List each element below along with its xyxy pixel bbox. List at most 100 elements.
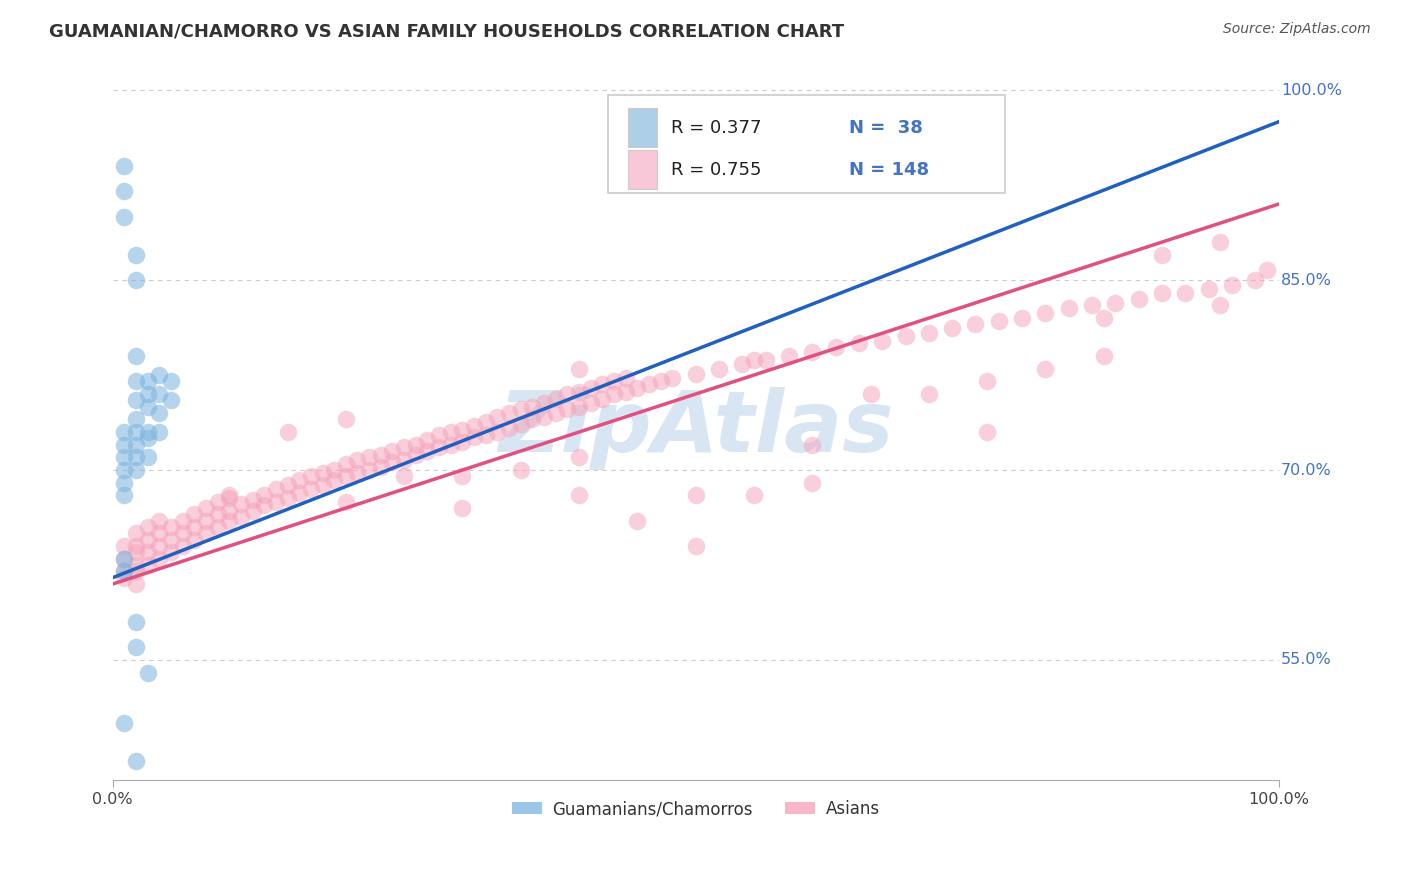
Point bbox=[451, 423, 474, 437]
Point bbox=[136, 375, 159, 389]
Point bbox=[987, 313, 1010, 327]
Point bbox=[194, 514, 217, 528]
Point bbox=[253, 499, 276, 513]
Text: 100.0%: 100.0% bbox=[1281, 83, 1341, 97]
Point bbox=[172, 514, 194, 528]
Point bbox=[918, 326, 941, 341]
Point bbox=[125, 526, 148, 541]
Point bbox=[801, 438, 824, 452]
Point bbox=[1256, 263, 1278, 277]
Point bbox=[346, 453, 368, 467]
Point bbox=[1209, 235, 1232, 249]
Point bbox=[148, 406, 170, 420]
Point bbox=[112, 210, 135, 224]
Point bbox=[242, 493, 264, 508]
Point bbox=[112, 159, 135, 173]
Point bbox=[125, 577, 148, 591]
Point bbox=[299, 469, 322, 483]
Point bbox=[870, 334, 893, 348]
Point bbox=[427, 440, 450, 454]
Point bbox=[685, 539, 707, 553]
Point bbox=[136, 400, 159, 414]
Point bbox=[136, 425, 159, 439]
Point bbox=[824, 340, 846, 354]
Point bbox=[1104, 296, 1126, 310]
Bar bbox=[628, 109, 657, 147]
Point bbox=[965, 318, 987, 332]
Point bbox=[125, 375, 148, 389]
Point bbox=[323, 473, 346, 487]
Point bbox=[277, 491, 299, 505]
Point bbox=[392, 440, 415, 454]
Point bbox=[474, 427, 496, 442]
FancyBboxPatch shape bbox=[609, 95, 1005, 194]
Point bbox=[125, 393, 148, 408]
Point bbox=[568, 384, 591, 399]
Text: N = 148: N = 148 bbox=[849, 161, 929, 178]
Point bbox=[614, 370, 637, 384]
Text: 85.0%: 85.0% bbox=[1281, 273, 1331, 287]
Point bbox=[148, 368, 170, 382]
Point bbox=[440, 425, 463, 439]
Point bbox=[183, 520, 205, 534]
Point bbox=[405, 448, 427, 462]
Point bbox=[509, 417, 531, 432]
Point bbox=[1150, 285, 1173, 300]
Point bbox=[136, 431, 159, 445]
Point bbox=[755, 352, 778, 367]
Point bbox=[207, 494, 229, 508]
Legend: Guamanians/Chamorros, Asians: Guamanians/Chamorros, Asians bbox=[505, 793, 886, 825]
Point bbox=[614, 384, 637, 399]
Point bbox=[207, 508, 229, 522]
Point bbox=[463, 418, 485, 433]
Point bbox=[1057, 301, 1080, 315]
Point bbox=[229, 509, 252, 524]
Point bbox=[125, 615, 148, 629]
Point bbox=[427, 427, 450, 442]
Point bbox=[148, 551, 170, 566]
Point bbox=[778, 349, 800, 363]
Point bbox=[253, 488, 276, 502]
Point bbox=[112, 463, 135, 477]
Point bbox=[685, 488, 707, 502]
Point bbox=[112, 716, 135, 731]
Point bbox=[533, 409, 555, 424]
Point bbox=[112, 565, 135, 579]
Point bbox=[125, 248, 148, 262]
Point bbox=[894, 328, 917, 343]
Point bbox=[451, 435, 474, 450]
Point bbox=[568, 450, 591, 465]
Point bbox=[346, 466, 368, 480]
Point bbox=[486, 425, 509, 439]
Point bbox=[498, 421, 520, 435]
Point bbox=[112, 450, 135, 465]
Point bbox=[112, 565, 135, 579]
Point bbox=[1092, 311, 1115, 326]
Bar bbox=[628, 151, 657, 189]
Point bbox=[568, 488, 591, 502]
Point bbox=[1128, 292, 1150, 306]
Point bbox=[544, 406, 567, 420]
Point bbox=[323, 463, 346, 477]
Point bbox=[125, 463, 148, 477]
Point bbox=[112, 438, 135, 452]
Point bbox=[183, 508, 205, 522]
Point bbox=[136, 450, 159, 465]
Point bbox=[416, 433, 439, 447]
Point bbox=[148, 425, 170, 439]
Point bbox=[311, 466, 333, 480]
Point bbox=[335, 469, 357, 483]
Point bbox=[264, 482, 287, 496]
Point bbox=[112, 539, 135, 553]
Text: 70.0%: 70.0% bbox=[1281, 463, 1331, 477]
Point bbox=[125, 438, 148, 452]
Point bbox=[451, 501, 474, 516]
Point bbox=[392, 453, 415, 467]
Point bbox=[160, 520, 183, 534]
Point bbox=[591, 376, 613, 391]
Point bbox=[848, 336, 870, 351]
Point bbox=[801, 345, 824, 359]
Point bbox=[242, 503, 264, 517]
Point bbox=[451, 469, 474, 483]
Point bbox=[218, 491, 240, 505]
